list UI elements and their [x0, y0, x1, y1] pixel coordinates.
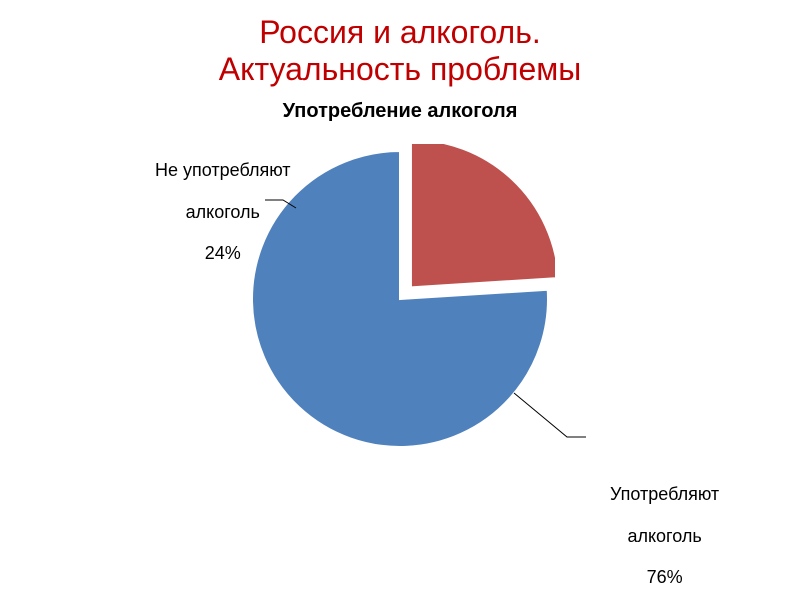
- pie-chart: Употребление алкоголя Не употребляют алк…: [0, 94, 800, 574]
- slice-label-nonconsumers: Не употребляют алкоголь 24%: [135, 140, 291, 285]
- label-line: Не употребляют: [155, 160, 291, 180]
- pie-svg: [245, 144, 555, 454]
- chart-title: Употребление алкоголя: [0, 100, 800, 123]
- label-line: Употребляют: [610, 484, 719, 504]
- page-title: Россия и алкоголь.Актуальность проблемы: [0, 14, 800, 88]
- pie-slice: [411, 144, 555, 287]
- label-line: алкоголь: [627, 526, 701, 546]
- label-line: 76%: [647, 567, 683, 587]
- label-line: 24%: [205, 243, 241, 263]
- label-line: алкоголь: [186, 202, 260, 222]
- slice-label-consumers: Употребляют алкоголь 76%: [590, 464, 719, 600]
